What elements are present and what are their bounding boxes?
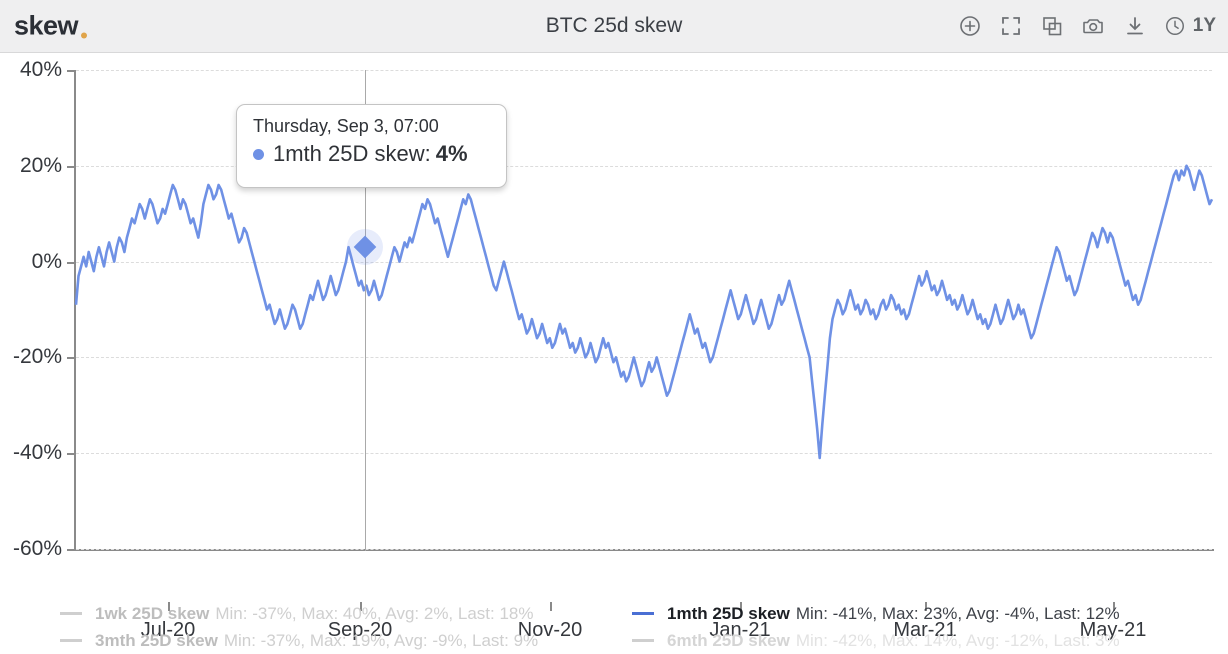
x-axis-label: Mar-21 (893, 619, 957, 641)
chart-tooltip: Thursday, Sep 3, 07:00 1mth 25D skew: 4% (236, 104, 507, 188)
x-axis-label: Jan-21 (709, 619, 771, 641)
legend-series-stats: Min: -37%, Max: 40%, Avg: 2%, Last: 18% (215, 603, 534, 623)
page-title: BTC 25d skew (545, 14, 683, 37)
gridline (76, 357, 1212, 359)
series-line (74, 164, 1214, 460)
gridline (76, 261, 1212, 263)
x-axis-label: Sep-20 (327, 619, 393, 641)
y-tick-mark (67, 261, 75, 264)
chart-container: 40% 20% 0% -20% -40% -60% Jul-20 Sep-20 Nov-20 J… (0, 53, 1228, 641)
tooltip-date: Thursday, Sep 3, 07:00 (253, 116, 439, 136)
crosshair-line (365, 70, 366, 551)
gridline (76, 70, 1212, 71)
tooltip-series-name: 1mth 25D skew: (273, 141, 431, 166)
legend-item-6mth-25d-skew[interactable]: 6mth 25D skew Min: -42%, Max: 14%, Avg: -… (620, 631, 1228, 651)
x-axis-label: Jul-20 (140, 619, 196, 641)
y-axis-label: -20% (12, 345, 62, 369)
logo-dot-icon (81, 32, 88, 39)
legend-color-swatch (632, 612, 654, 615)
x-axis-label: May-21 (1079, 619, 1147, 641)
y-tick-mark (67, 357, 75, 360)
logo-text: skew (14, 10, 79, 41)
x-axis-label: Nov-20 (517, 619, 583, 641)
y-axis-label: 40% (19, 58, 62, 81)
y-tick-mark (67, 165, 75, 168)
legend-color-swatch (60, 612, 82, 615)
legend-item-3mth-25d-skew[interactable]: 3mth 25D skew Min: -37%, Max: 19%, Avg: -… (0, 631, 620, 651)
tooltip-bullet-icon (253, 148, 264, 160)
x-axis-line (74, 549, 1214, 551)
y-tick-mark (67, 549, 75, 551)
time-range-label: 1Y (1192, 15, 1216, 36)
chart-legend: 1wk 25D skew Min: -37%, Max: 40%, Avg: 2%… (0, 600, 1228, 654)
header-toolbar: 1Y (958, 14, 1216, 38)
y-axis-label: -60% (12, 537, 62, 560)
legend-series-name: 1mth 25D skew (667, 603, 790, 623)
skew-logo[interactable]: skew (14, 10, 88, 42)
app-header: skew BTC 25d skew (0, 0, 1228, 53)
x-tick-mark (360, 602, 362, 611)
y-axis-label: -40% (12, 441, 62, 465)
snapshot-icon[interactable] (1081, 14, 1106, 38)
legend-series-stats: Min: -41%, Max: 23%, Avg: -4%, Last: 12% (795, 603, 1120, 623)
gridline (76, 453, 1212, 455)
legend-color-swatch (632, 639, 654, 642)
download-icon[interactable] (1123, 14, 1147, 38)
fullscreen-icon[interactable] (999, 14, 1023, 38)
duplicate-icon[interactable] (1040, 14, 1064, 38)
add-indicator-icon[interactable] (958, 14, 982, 38)
y-axis-label: 0% (31, 249, 62, 273)
y-tick-mark (67, 453, 75, 456)
time-range-selector[interactable]: 1Y (1164, 15, 1216, 37)
clock-icon (1164, 15, 1186, 37)
legend-series-stats: Min: -37%, Max: 19%, Avg: -9%, Last: 9% (223, 630, 539, 650)
x-tick-mark (1113, 602, 1115, 611)
legend-series-name: 6mth 25D skew (667, 630, 790, 650)
y-axis-line (74, 70, 76, 550)
legend-item-1wk-25d-skew[interactable]: 1wk 25D skew Min: -37%, Max: 40%, Avg: 2%… (0, 604, 620, 624)
y-tick-mark (67, 70, 75, 72)
series-layer (74, 164, 1214, 460)
legend-series-name: 3mth 25D skew (95, 630, 218, 650)
legend-item-1mth-25d-skew[interactable]: 1mth 25D skew Min: -41%, Max: 23%, Avg: -… (620, 604, 1228, 624)
legend-series-name: 1wk 25D skew (95, 603, 210, 623)
x-tick-mark (740, 602, 742, 611)
x-tick-mark (550, 602, 552, 611)
x-tick-mark (168, 602, 170, 611)
y-axis-label: 20% (19, 153, 62, 177)
x-tick-mark (925, 602, 927, 611)
gridline (76, 549, 1212, 550)
legend-series-stats: Min: -42%, Max: 14%, Avg: -12%, Last: 3% (795, 630, 1120, 650)
tooltip-series-row: 1mth 25D skew: 4% (253, 141, 490, 167)
legend-color-swatch (60, 639, 82, 642)
tooltip-value: 4% (435, 141, 468, 166)
